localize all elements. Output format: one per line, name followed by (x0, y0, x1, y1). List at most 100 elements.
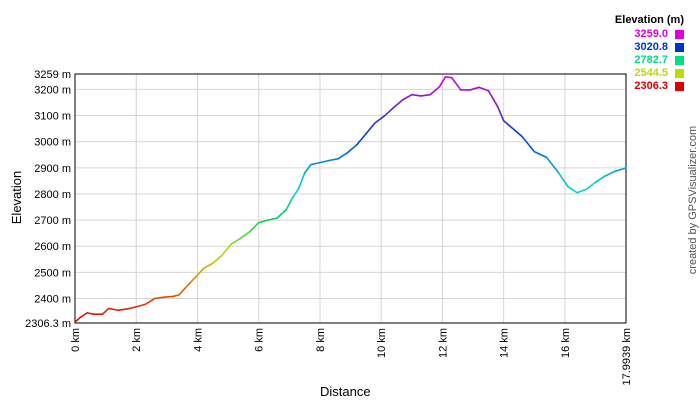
y-tick-label: 2400 m (34, 294, 71, 306)
profile-segment (469, 86, 481, 91)
profile-segment (211, 254, 223, 265)
legend-swatch (675, 30, 684, 39)
profile-segment (478, 86, 490, 92)
profile-segment (420, 93, 432, 97)
profile-segment (450, 76, 462, 91)
y-tick-label: 2306.3 m (25, 318, 71, 330)
legend-item-label: 2306.3 (634, 80, 668, 92)
x-tick-label: 6 km (254, 328, 266, 352)
profile-segment (126, 306, 138, 310)
profile-segment (239, 231, 251, 240)
legend-item-label: 2782.7 (634, 54, 668, 66)
x-tick-label: 0 km (70, 328, 82, 352)
profile-segment (438, 76, 447, 88)
y-tick-label: 3259 m (34, 69, 71, 81)
profile-segment (337, 151, 349, 160)
profile-segment (303, 163, 312, 174)
legend-title: Elevation (m) (614, 14, 684, 26)
profile-segment (297, 172, 306, 190)
profile-segment (86, 312, 95, 315)
profile-segment (355, 133, 367, 146)
profile-segment (144, 297, 156, 306)
profile-segment (74, 316, 82, 323)
profile-segment (521, 135, 536, 153)
profile-segment (178, 287, 187, 296)
y-tick-label: 3100 m (34, 111, 71, 123)
profile-segment (196, 267, 205, 276)
profile-segment (613, 167, 627, 173)
x-axis-label: Distance (320, 384, 371, 399)
profile-segment (411, 93, 422, 97)
profile-segment (558, 172, 569, 188)
profile-segment (163, 295, 174, 299)
profile-segment (172, 294, 180, 298)
y-tick-label: 2700 m (34, 215, 71, 227)
x-axis: 0 km 2 km 4 km 6 km 8 km 10 km 12 km 14 km 16 km… (70, 328, 633, 385)
elevation-profile (74, 76, 627, 323)
y-axis: 2306.3 m 2400 m 2500 m 2600 m 2700 m 2800 m 29… (25, 69, 71, 330)
x-tick-label: 16 km (560, 328, 572, 358)
profile-segment (392, 99, 404, 109)
profile-segment (401, 93, 413, 101)
legend-item: 3020.8 (615, 41, 684, 54)
profile-segment (502, 119, 511, 127)
profile-segment (576, 188, 588, 194)
y-tick-label: 2600 m (34, 241, 71, 253)
profile-segment (291, 187, 300, 199)
x-tick-label: 10 km (376, 328, 388, 358)
profile-segment (585, 181, 597, 191)
profile-segment (184, 280, 193, 289)
profile-segment (328, 157, 340, 162)
profile-segment (285, 197, 294, 211)
profile-segment (594, 175, 606, 184)
profile-segment (230, 237, 242, 245)
legend-item: 2782.7 (615, 54, 684, 67)
legend: Elevation (m) 3259.0 3020.8 2782.7 2544.5 23… (615, 14, 684, 93)
profile-segment (221, 243, 232, 257)
profile-segment (346, 144, 358, 154)
legend-item: 3259.0 (615, 28, 684, 41)
legend-item: 2544.5 (615, 67, 684, 80)
profile-segment (135, 303, 147, 308)
profile-segment (117, 308, 128, 312)
legend-swatch (675, 56, 684, 65)
x-tick-label: 4 km (192, 328, 204, 352)
profile-segment (107, 307, 119, 312)
legend-swatch (675, 82, 684, 91)
legend-item-label: 3259.0 (634, 28, 668, 40)
profile-segment (603, 170, 615, 177)
y-tick-label: 2900 m (34, 163, 71, 175)
credit-text: created by GPSVisualizer.com (687, 125, 699, 275)
legend-swatch (675, 43, 684, 52)
profile-segment (248, 221, 260, 233)
y-tick-label: 3000 m (34, 137, 71, 149)
profile-segment (153, 296, 165, 300)
grid-lines (74, 73, 627, 324)
x-tick-label: 2 km (131, 328, 143, 352)
profile-segment (190, 274, 199, 283)
x-tick-label: 14 km (499, 328, 511, 358)
profile-segment (267, 217, 278, 221)
profile-segment (487, 89, 499, 108)
profile-segment (545, 156, 560, 174)
legend-item-label: 2544.5 (634, 67, 668, 79)
x-tick-label: 8 km (315, 328, 327, 352)
legend-item-label: 3020.8 (634, 41, 668, 53)
y-tick-label: 2800 m (34, 189, 71, 201)
profile-segment (374, 115, 386, 124)
y-axis-label: Elevation (9, 170, 25, 225)
y-tick-label: 2500 m (34, 267, 71, 279)
profile-segment (319, 159, 330, 164)
profile-segment (509, 125, 523, 138)
profile-segment (383, 106, 395, 117)
y-tick-label: 3200 m (34, 84, 71, 96)
profile-segment (257, 219, 269, 224)
profile-segment (80, 312, 89, 318)
legend-swatch (675, 69, 684, 78)
profile-segment (567, 185, 578, 194)
profile-segment (276, 208, 288, 219)
profile-segment (202, 262, 214, 270)
profile-segment (429, 86, 441, 96)
profile-segment (496, 105, 505, 122)
